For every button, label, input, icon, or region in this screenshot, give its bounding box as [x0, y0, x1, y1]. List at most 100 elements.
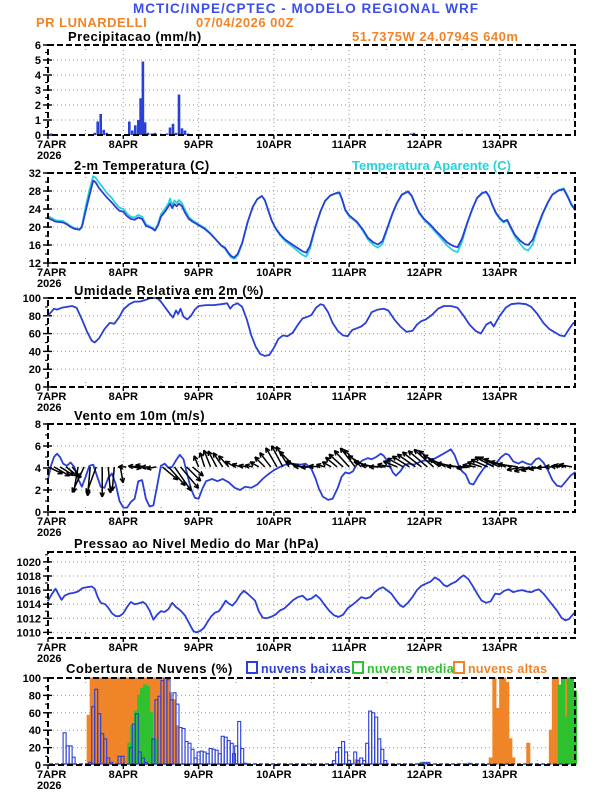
svg-text:11APR: 11APR — [332, 769, 367, 781]
svg-text:7APR: 7APR — [37, 642, 66, 654]
svg-text:2026: 2026 — [37, 653, 61, 665]
svg-text:9APR: 9APR — [184, 267, 213, 279]
svg-text:2: 2 — [35, 485, 41, 497]
svg-text:12APR: 12APR — [407, 642, 443, 654]
svg-text:12: 12 — [29, 258, 41, 270]
svg-text:13APR: 13APR — [482, 267, 518, 279]
high-clouds-swatch-icon — [453, 661, 465, 674]
svg-text:8APR: 8APR — [109, 642, 138, 654]
svg-text:1020: 1020 — [17, 557, 41, 569]
svg-text:8APR: 8APR — [109, 391, 138, 403]
legend-high-clouds: nuvens altas — [453, 661, 547, 676]
svg-text:100: 100 — [23, 673, 41, 685]
svg-text:13APR: 13APR — [482, 516, 518, 528]
svg-text:4: 4 — [35, 463, 42, 475]
svg-text:0: 0 — [35, 507, 41, 519]
svg-text:2026: 2026 — [37, 278, 61, 290]
legend-mid-clouds-label: nuvens medias — [367, 662, 462, 676]
svg-text:3: 3 — [35, 85, 41, 97]
svg-text:9APR: 9APR — [184, 516, 213, 528]
svg-text:20: 20 — [29, 364, 41, 376]
svg-text:2026: 2026 — [37, 402, 61, 414]
svg-text:13APR: 13APR — [482, 139, 518, 151]
svg-text:10APR: 10APR — [256, 391, 292, 403]
svg-text:40: 40 — [29, 725, 41, 737]
panel-title-precipitation: Precipitacao (mm/h) — [68, 29, 202, 44]
run-datetime: 07/04/2026 00Z — [196, 15, 295, 30]
svg-text:7APR: 7APR — [37, 267, 66, 279]
svg-text:0: 0 — [35, 130, 41, 142]
panel-clouds: 0 20 40 60 80 100 7APR 8APR 9APR 10APR 11APR 12APR 1… — [23, 673, 578, 792]
svg-text:1014: 1014 — [17, 599, 42, 611]
svg-text:6: 6 — [35, 441, 41, 453]
page-title: MCTIC/INPE/CPTEC - MODELO REGIONAL WRF — [133, 1, 479, 16]
svg-text:7APR: 7APR — [37, 139, 66, 151]
svg-text:1018: 1018 — [17, 571, 41, 583]
svg-text:9APR: 9APR — [184, 391, 213, 403]
svg-text:24: 24 — [29, 204, 42, 216]
svg-text:40: 40 — [29, 346, 41, 358]
svg-text:80: 80 — [29, 311, 41, 323]
station-name: PR LUNARDELLI — [36, 15, 148, 30]
svg-text:13APR: 13APR — [482, 769, 518, 781]
svg-text:10APR: 10APR — [256, 267, 292, 279]
svg-text:2026: 2026 — [37, 150, 61, 162]
panel-precipitation: 0 1 2 3 4 5 6 7APR 8APR 9APR 10APR 11APR 12APR 13APR 2… — [35, 40, 576, 162]
svg-text:1: 1 — [35, 115, 41, 127]
svg-text:0: 0 — [35, 760, 41, 772]
panel-wind: 0 2 4 6 8 7APR 8APR 9APR 10APR 11APR 12APR 13APR 202… — [35, 419, 576, 539]
svg-text:20: 20 — [29, 222, 41, 234]
svg-text:20: 20 — [29, 743, 41, 755]
legend-low-clouds-label: nuvens baixas — [261, 662, 352, 676]
svg-text:4: 4 — [35, 70, 42, 82]
svg-text:8: 8 — [35, 419, 41, 431]
svg-text:12APR: 12APR — [407, 267, 443, 279]
svg-text:100: 100 — [23, 293, 41, 305]
svg-text:13APR: 13APR — [482, 391, 518, 403]
svg-text:1010: 1010 — [17, 627, 41, 639]
svg-text:10APR: 10APR — [256, 516, 292, 528]
svg-text:32: 32 — [29, 168, 41, 180]
svg-text:60: 60 — [29, 708, 41, 720]
svg-text:10APR: 10APR — [256, 642, 292, 654]
legend-high-clouds-label: nuvens altas — [468, 662, 548, 676]
svg-text:6: 6 — [35, 40, 41, 52]
svg-text:60: 60 — [29, 329, 41, 341]
panel-title-pressure: Pressao ao Nivel Medio do Mar (hPa) — [74, 536, 320, 551]
legend-low-clouds: nuvens baixas — [246, 661, 351, 676]
svg-text:10APR: 10APR — [256, 139, 292, 151]
svg-text:16: 16 — [29, 240, 41, 252]
svg-text:7APR: 7APR — [37, 516, 66, 528]
panel-title-wind: Vento em 10m (m/s) — [74, 408, 206, 423]
svg-text:80: 80 — [29, 690, 41, 702]
legend-mid-clouds: nuvens medias — [352, 661, 461, 676]
panel-humidity: 0 20 40 60 80 100 7APR 8APR 9APR 10APR 11APR 12APR 1… — [23, 293, 576, 414]
svg-text:0: 0 — [35, 382, 41, 394]
svg-text:2026: 2026 — [37, 780, 61, 792]
panel-title-humidity: Umidade Relativa em 2m (%) — [74, 283, 265, 298]
svg-text:5: 5 — [35, 55, 41, 67]
svg-text:7APR: 7APR — [37, 769, 66, 781]
svg-text:1016: 1016 — [17, 585, 41, 597]
svg-text:2: 2 — [35, 100, 41, 112]
low-clouds-swatch-icon — [246, 661, 258, 674]
svg-text:9APR: 9APR — [184, 642, 213, 654]
panel-title-temperature: 2-m Temperatura (C) — [74, 158, 210, 173]
svg-text:11APR: 11APR — [332, 139, 367, 151]
panel-temperature: 12 16 20 24 28 32 7APR 8APR 9APR 10APR 11APR 12APR 1… — [29, 168, 576, 290]
svg-text:8APR: 8APR — [109, 139, 138, 151]
mid-clouds-swatch-icon — [352, 661, 364, 674]
svg-text:10APR: 10APR — [256, 769, 292, 781]
svg-text:12APR: 12APR — [407, 391, 443, 403]
svg-text:7APR: 7APR — [37, 391, 66, 403]
legend-apparent-temperature: Temperatura Aparente (C) — [352, 158, 511, 173]
svg-text:12APR: 12APR — [407, 516, 443, 528]
svg-text:11APR: 11APR — [332, 642, 367, 654]
svg-text:9APR: 9APR — [184, 769, 213, 781]
svg-text:1012: 1012 — [17, 613, 41, 625]
svg-text:2026: 2026 — [37, 527, 61, 539]
svg-text:11APR: 11APR — [332, 391, 367, 403]
svg-text:8APR: 8APR — [109, 769, 138, 781]
